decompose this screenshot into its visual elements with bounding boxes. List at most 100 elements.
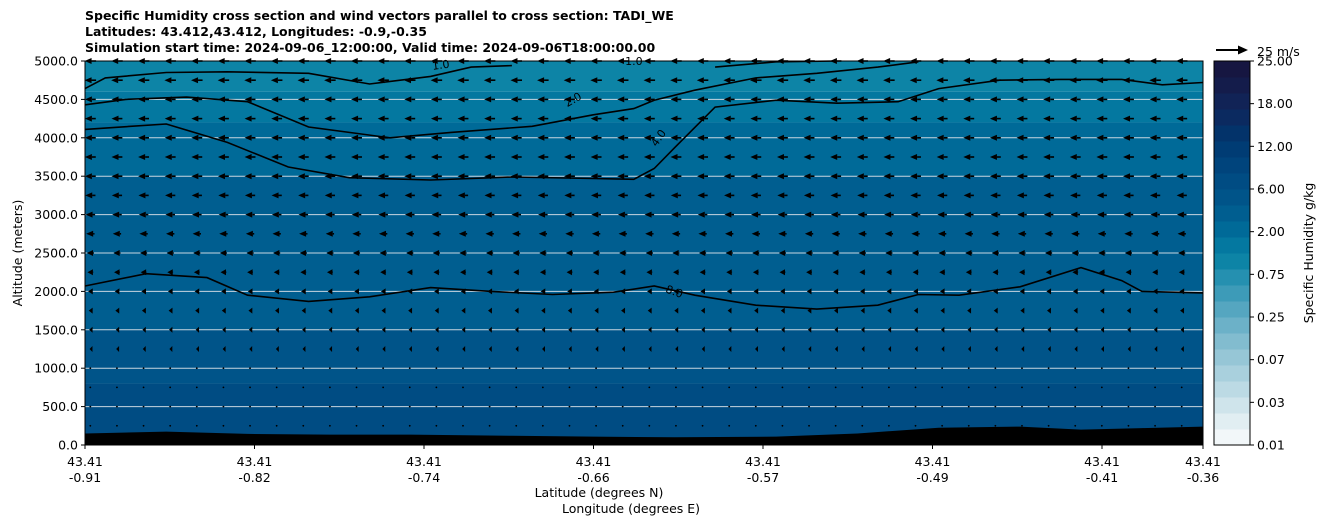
- wind-vector-head: [1046, 288, 1052, 295]
- wind-vector: [430, 173, 442, 180]
- wind-vector: [142, 326, 146, 333]
- colorbar-segment: [1214, 429, 1250, 446]
- wind-vector: [302, 326, 306, 333]
- wind-vector-head: [381, 307, 386, 314]
- wind-vector: [621, 326, 625, 333]
- wind-vector: [1071, 230, 1080, 237]
- wind-vector-head: [271, 134, 279, 141]
- wind-vector: [1154, 386, 1156, 389]
- wind-vector: [462, 424, 464, 427]
- wind-vector: [195, 367, 198, 370]
- wind-vector-head: [883, 134, 891, 141]
- wind-vector: [404, 211, 415, 218]
- wind-vector: [723, 77, 735, 84]
- wind-vector: [488, 346, 492, 352]
- wind-vector: [804, 211, 814, 218]
- wind-vector: [196, 346, 199, 352]
- wind-vector: [674, 326, 679, 333]
- wind-vector-head: [484, 96, 492, 103]
- wind-vector: [701, 386, 704, 389]
- wind-vector: [1126, 307, 1131, 314]
- y-tick-label: 2000.0: [34, 284, 78, 299]
- wind-vector: [116, 346, 120, 352]
- wind-vector: [404, 192, 415, 199]
- wind-vector: [328, 386, 331, 389]
- wind-vector-head: [752, 269, 759, 276]
- wind-vector: [298, 211, 309, 218]
- wind-vector-head: [1149, 134, 1157, 141]
- wind-vector: [1149, 154, 1161, 160]
- wind-vector: [270, 77, 283, 84]
- wind-vector: [914, 386, 917, 389]
- wind-vector: [116, 367, 118, 370]
- wind-vector-head: [860, 307, 865, 314]
- wind-vector: [910, 115, 921, 122]
- wind-vector: [1100, 367, 1103, 370]
- wind-vector-head: [750, 154, 758, 160]
- wind-vector-head: [430, 115, 438, 122]
- wind-vector: [1123, 211, 1134, 218]
- wind-vector: [488, 307, 492, 314]
- wind-vector-head: [351, 115, 359, 122]
- wind-vector-head: [965, 269, 972, 276]
- wind-vector: [141, 288, 147, 295]
- wind-vector-head: [460, 269, 466, 276]
- wind-vector: [435, 405, 438, 408]
- wind-vector: [1127, 405, 1130, 408]
- wind-vector-head: [644, 211, 652, 218]
- colorbar-segment: [1214, 141, 1250, 158]
- wind-vector: [275, 386, 278, 389]
- wind-vector-head: [406, 250, 413, 256]
- wind-vector: [621, 405, 624, 408]
- wind-vector-head: [377, 154, 385, 160]
- wind-vector-head: [1069, 173, 1077, 180]
- wind-vector: [541, 405, 544, 408]
- wind-vector: [457, 134, 469, 141]
- wind-vector-head: [591, 230, 599, 237]
- wind-vector: [244, 154, 256, 160]
- wind-vector-head: [191, 115, 199, 122]
- wind-vector: [590, 154, 602, 160]
- wind-vector-head: [856, 115, 864, 122]
- wind-vector: [564, 192, 575, 199]
- wind-vector: [512, 250, 520, 256]
- wind-vector: [670, 154, 682, 160]
- wind-vector-head: [1124, 250, 1132, 256]
- wind-vector: [249, 386, 251, 389]
- wind-vector-head: [138, 115, 146, 122]
- wind-vector: [195, 405, 198, 408]
- wind-vector: [431, 211, 442, 218]
- wind-vector: [645, 250, 653, 256]
- colorbar-segment: [1214, 381, 1250, 398]
- wind-vector-head: [457, 192, 465, 199]
- wind-vector-head: [432, 250, 440, 256]
- wind-vector: [84, 154, 96, 160]
- wind-vector: [408, 346, 412, 352]
- wind-vector: [138, 115, 150, 122]
- wind-vector: [192, 211, 202, 218]
- wind-vector: [618, 230, 627, 237]
- wind-vector-head: [939, 288, 945, 295]
- wind-vector: [353, 269, 360, 276]
- wind-vector: [936, 134, 948, 141]
- wind-vector-head: [486, 269, 493, 276]
- x-tick-label-lon: -0.57: [747, 470, 779, 485]
- wind-vector-head: [430, 96, 438, 103]
- wind-vector: [967, 405, 970, 408]
- colorbar-segment: [1214, 317, 1250, 334]
- wind-vector: [723, 96, 735, 103]
- wind-vector: [914, 405, 917, 408]
- wind-vector-head: [352, 230, 360, 237]
- wind-vector-head: [750, 96, 758, 103]
- wind-vector: [778, 250, 786, 256]
- wind-vector: [408, 424, 411, 427]
- wind-vector: [1100, 424, 1103, 427]
- wind-vector: [621, 307, 626, 314]
- wind-vector: [138, 173, 150, 180]
- wind-vector: [883, 134, 895, 141]
- wind-vector: [89, 326, 93, 333]
- wind-vector-head: [1123, 192, 1131, 199]
- wind-vector: [991, 230, 1000, 237]
- wind-vector-head: [462, 346, 466, 352]
- wind-vector-head: [670, 192, 678, 199]
